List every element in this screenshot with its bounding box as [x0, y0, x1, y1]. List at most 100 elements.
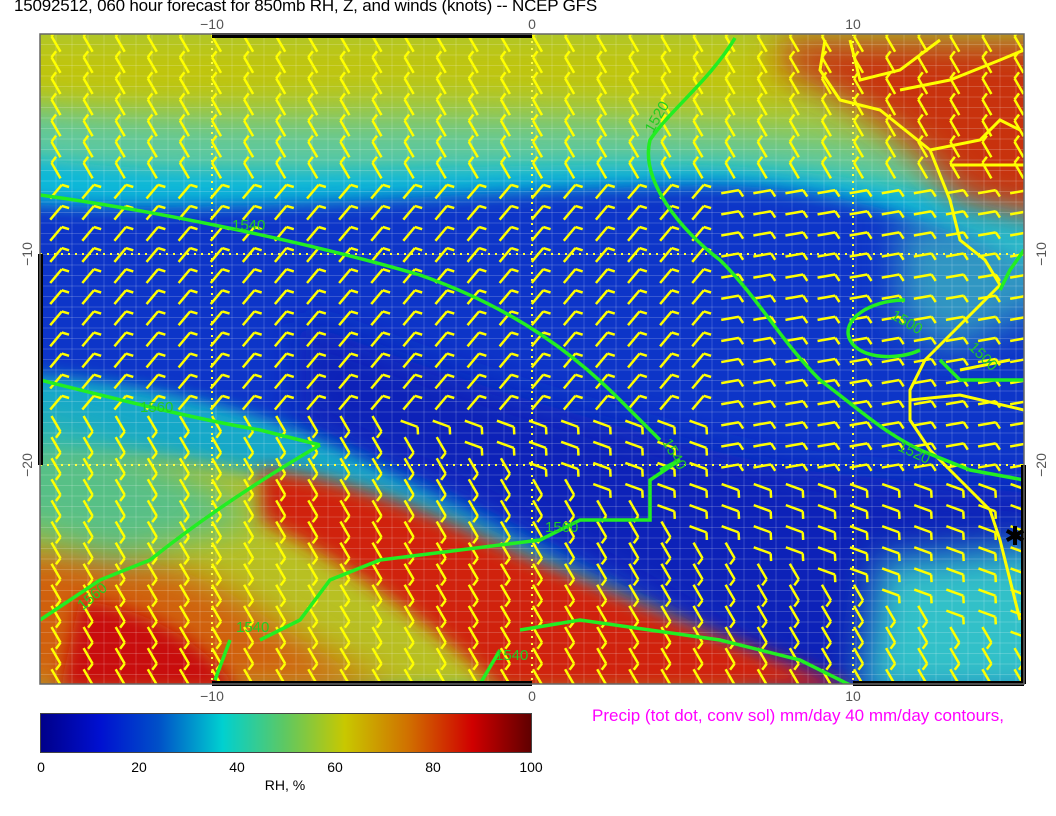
- wind-barb-icon: [178, 478, 190, 502]
- wind-barb-icon: [852, 584, 865, 608]
- wind-barb-icon: [81, 394, 102, 411]
- wind-barb-icon: [178, 92, 190, 116]
- wind-barb-icon: [564, 584, 576, 608]
- wind-barb-icon: [849, 567, 869, 583]
- wind-barb-icon: [881, 210, 905, 219]
- wind-barb-icon: [852, 647, 865, 671]
- y-tick-right: −20: [1033, 453, 1049, 477]
- wind-barb-icon: [50, 626, 62, 650]
- wind-barb-icon: [81, 289, 102, 305]
- wind-barb-icon: [721, 463, 745, 472]
- wind-barb-icon: [849, 546, 869, 562]
- wind-barb-icon: [210, 563, 223, 587]
- wind-barb-icon: [564, 134, 576, 158]
- wind-barb-icon: [852, 34, 865, 53]
- wind-barb-icon: [817, 463, 841, 472]
- wind-barb-icon: [307, 478, 319, 502]
- station-marker-icon: ✱: [1004, 521, 1026, 551]
- wind-barb-icon: [530, 246, 551, 263]
- wind-barb-icon: [945, 503, 965, 519]
- wind-barb-icon: [691, 352, 712, 369]
- wind-barb-icon: [467, 647, 479, 671]
- wind-barb-icon: [628, 155, 640, 180]
- wind-barb-icon: [628, 92, 640, 116]
- wind-barb-icon: [402, 394, 423, 411]
- wind-barb-icon: [113, 246, 134, 263]
- wind-barb-icon: [82, 584, 94, 608]
- wind-barb-icon: [49, 394, 70, 411]
- wind-barb-icon: [756, 71, 768, 95]
- wind-barb-icon: [210, 541, 223, 566]
- wind-barb-icon: [145, 352, 166, 369]
- wind-barb-icon: [817, 231, 841, 240]
- wind-barb-icon: [82, 647, 94, 671]
- y-tick-left: −10: [19, 242, 35, 266]
- wind-barb-icon: [531, 34, 544, 53]
- wind-barb-icon: [403, 626, 415, 650]
- wind-barb-icon: [114, 34, 126, 53]
- contour-label: 1560: [140, 399, 173, 416]
- wind-barb-icon: [113, 289, 134, 305]
- wind-barb-icon: [530, 289, 551, 305]
- wind-barb-icon: [817, 546, 837, 562]
- wind-barb-icon: [945, 442, 969, 451]
- wind-barb-icon: [81, 352, 102, 369]
- wind-barb-icon: [692, 626, 704, 650]
- wind-barb-icon: [370, 246, 391, 263]
- wind-barb-icon: [146, 563, 158, 587]
- wind-barb-icon: [785, 210, 809, 219]
- wind-barb-icon: [339, 626, 351, 650]
- wind-barb-icon: [817, 273, 841, 282]
- wind-barb-icon: [273, 352, 295, 369]
- wind-barb-icon: [210, 626, 223, 650]
- wind-barb-icon: [689, 503, 709, 519]
- wind-barb-icon: [785, 463, 809, 472]
- wind-barb-icon: [499, 50, 511, 74]
- wind-barb-icon: [852, 626, 865, 650]
- wind-barb-icon: [209, 204, 230, 221]
- wind-barb-icon: [275, 50, 287, 74]
- wind-barb-icon: [243, 92, 255, 116]
- wind-barb-icon: [210, 499, 223, 523]
- map-frame: [39, 33, 1025, 685]
- wind-barb-icon: [81, 225, 102, 242]
- wind-barb-icon: [1013, 134, 1024, 158]
- wind-barb-icon: [624, 419, 644, 435]
- wind-barb-icon: [913, 567, 933, 583]
- wind-barb-icon: [1009, 231, 1024, 240]
- wind-barb-icon: [785, 399, 809, 409]
- wind-barb-icon: [49, 289, 70, 305]
- wind-barb-icon: [917, 92, 929, 116]
- wind-barb-icon: [627, 183, 648, 200]
- x-tick-top: 10: [845, 16, 861, 32]
- wind-barb-icon: [178, 71, 190, 95]
- wind-barb-icon: [370, 183, 391, 200]
- wind-barb-icon: [210, 113, 223, 137]
- wind-barb-icon: [689, 440, 709, 456]
- wind-barb-icon: [724, 647, 736, 671]
- wind-barb-icon: [466, 394, 487, 411]
- wind-barb-icon: [881, 188, 905, 198]
- wind-barb-icon: [307, 50, 319, 74]
- wind-barb-icon: [785, 421, 809, 430]
- wind-barb-icon: [273, 331, 295, 348]
- wind-barb-icon: [753, 482, 773, 498]
- wind-barb-icon: [339, 134, 351, 158]
- wind-barb-icon: [434, 352, 455, 369]
- wind-barb-icon: [913, 231, 937, 240]
- wind-barb-icon: [660, 155, 672, 180]
- wind-barb-icon: [178, 34, 190, 53]
- wind-barb-icon: [724, 541, 736, 566]
- wind-barb-icon: [756, 50, 768, 74]
- wind-barb-icon: [178, 626, 190, 650]
- wind-barb-icon: [275, 520, 287, 544]
- wind-barb-icon: [275, 436, 287, 460]
- wind-barb-icon: [499, 155, 511, 180]
- wind-barb-icon: [849, 273, 873, 282]
- height-contours: [40, 37, 1024, 684]
- wind-barb-icon: [528, 419, 548, 435]
- wind-barb-icon: [660, 647, 672, 671]
- wind-barb-icon: [562, 225, 584, 242]
- rh-map: 1520 1540 1560 1560 1560 1500 1500 1520 …: [38, 33, 1026, 686]
- wind-barb-icon: [724, 605, 736, 629]
